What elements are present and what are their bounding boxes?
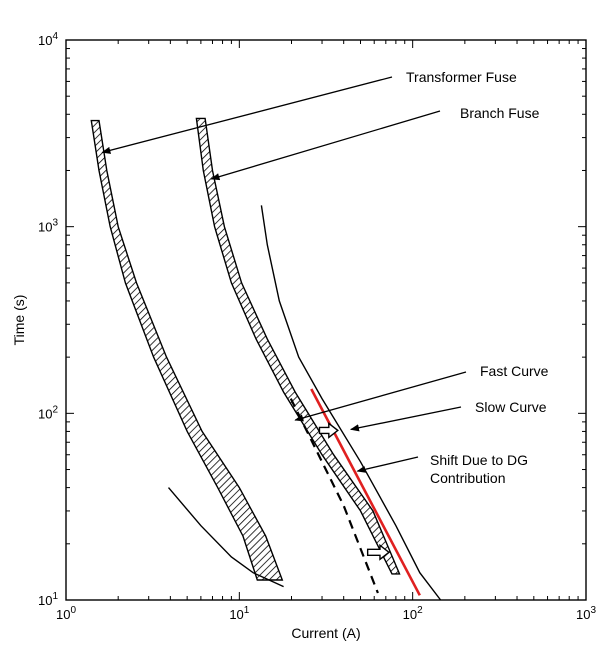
x-axis-title: Current (A) bbox=[291, 625, 360, 641]
x-tick-label: 103 bbox=[576, 605, 596, 622]
branch-fuse-label: Branch Fuse bbox=[460, 105, 540, 121]
transformer-fuse-label-leader-arrow bbox=[102, 77, 392, 152]
fast-curve-label: Fast Curve bbox=[480, 363, 549, 379]
transformer-fuse-band bbox=[91, 121, 282, 580]
slow-curve-label: Slow Curve bbox=[475, 399, 547, 415]
y-tick-label: 102 bbox=[38, 404, 58, 421]
y-tick-label: 104 bbox=[38, 31, 58, 48]
y-tick-label: 103 bbox=[38, 218, 58, 235]
y-tick-label: 101 bbox=[38, 591, 58, 608]
x-tick-label: 102 bbox=[403, 605, 423, 622]
slow-curve-label-leader-arrow bbox=[351, 407, 461, 429]
shift-label-leader-arrow bbox=[357, 457, 418, 471]
shift-label: Shift Due to DG Contribution bbox=[430, 452, 528, 486]
x-tick-label: 101 bbox=[229, 605, 249, 622]
slow-curve-upper-line bbox=[261, 205, 440, 600]
y-axis-title: Time (s) bbox=[11, 295, 27, 346]
transformer-fuse-label: Transformer Fuse bbox=[406, 69, 517, 85]
x-tick-label: 100 bbox=[56, 605, 76, 622]
branch-fuse-label-leader-arrow bbox=[211, 111, 440, 179]
